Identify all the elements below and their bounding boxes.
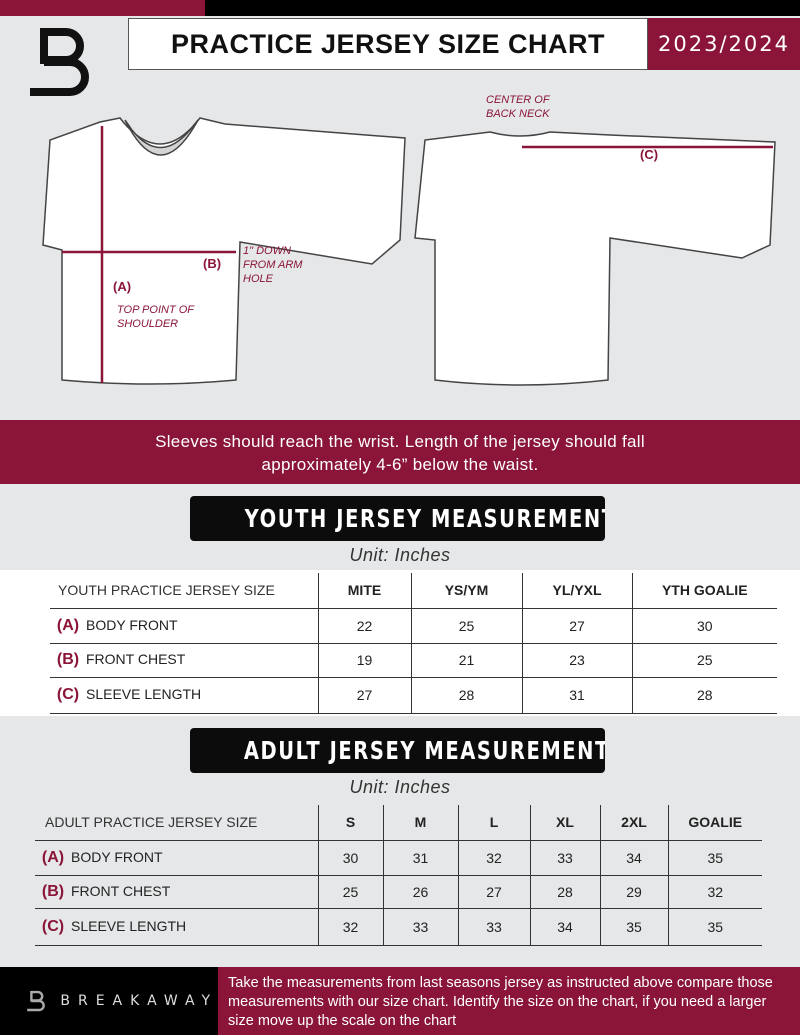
cell: 32 [317,908,383,946]
page-title: PRACTICE JERSEY SIZE CHART [170,28,606,59]
youth-header: YL/YXL [521,573,632,609]
table-row: (C) SLEEVE LENGTH 32 33 33 34 35 35 [35,908,762,946]
youth-header-size: YOUTH PRACTICE JERSEY SIZE [50,573,318,609]
row-letter: (B) [41,882,65,900]
cell: 31 [521,677,632,714]
cell: 34 [599,840,668,876]
youth-section-title: YOUTH JERSEY MEASUREMENTS [190,496,605,541]
label-a-note: TOP POINT OF SHOULDER [117,304,194,330]
table-row: (A) BODY FRONT 22 25 27 30 [50,608,777,644]
logo [26,28,94,96]
cell: 32 [667,875,762,909]
cell: 26 [382,875,458,909]
cell: 25 [410,608,522,644]
adult-header: 2XL [599,805,668,841]
youth-header: MITE [317,573,411,609]
adult-header: GOALIE [667,805,762,841]
table-row: (A) BODY FRONT 30 31 32 33 34 35 [35,840,762,876]
table-row: (B) FRONT CHEST 25 26 27 28 29 32 [35,875,762,909]
cell: 27 [457,875,530,909]
cell: 32 [457,840,530,876]
row-letter: (C) [56,686,80,703]
cell: 28 [529,875,600,909]
adult-section-title: ADULT JERSEY MEASUREMENTS [190,728,605,773]
cell: 29 [599,875,668,909]
cell: 28 [410,677,522,714]
youth-unit: Unit: Inches [349,545,451,565]
cell: 27 [521,608,632,644]
adult-header-size: ADULT PRACTICE JERSEY SIZE [35,805,318,841]
row-letter: (B) [56,651,80,668]
cell: 35 [667,908,762,946]
row-name: BODY FRONT [86,616,178,633]
cell: 25 [631,643,777,678]
label-a: (A) [113,279,132,294]
cell: 22 [317,608,411,644]
row-name: SLEEVE LENGTH [71,917,187,934]
banner-line-1: Sleeves should reach the wrist. Length o… [155,432,645,451]
cell: 19 [317,643,411,678]
adult-header: XL [529,805,600,841]
table-row: (C) SLEEVE LENGTH 27 28 31 28 [50,677,777,714]
cell: 21 [410,643,522,678]
row-letter: (A) [41,848,65,866]
cell: 35 [667,840,762,876]
adult-header: L [457,805,530,841]
banner-line-2: approximately 4-6” below the waist. [261,455,539,474]
cell: 30 [631,608,777,644]
cell: 25 [317,875,383,909]
youth-header: YTH GOALIE [631,573,777,609]
cell: 31 [382,840,458,876]
footer-instructions: Take the measurements from last seasons … [218,967,800,1035]
row-name: FRONT CHEST [71,882,171,899]
youth-header: YS/YM [410,573,522,609]
brand-name: BREAKAWAY [60,993,218,1009]
adult-section-title-text: ADULT JERSEY MEASUREMENTS [243,736,605,765]
adult-header-row: ADULT PRACTICE JERSEY SIZE S M L XL 2XL … [35,805,762,841]
label-c-note: CENTER OF BACK NECK [486,94,550,120]
top-bar-accent [0,0,205,16]
row-name: FRONT CHEST [86,651,186,667]
cell: 30 [317,840,383,876]
label-b: (B) [203,256,222,271]
row-name: SLEEVE LENGTH [86,686,202,702]
top-bar [205,0,800,16]
jersey-diagram [42,117,776,386]
cell: 35 [599,908,668,946]
season-badge: 2023/2024 [648,18,800,70]
cell: 28 [631,677,777,714]
adult-header: M [382,805,458,841]
cell: 27 [317,677,411,714]
footer-brand: BREAKAWAY [0,967,218,1035]
adult-unit: Unit: Inches [349,777,451,797]
row-letter: (C) [41,917,65,935]
cell: 34 [529,908,600,946]
cell: 33 [382,908,458,946]
cell: 33 [529,840,600,876]
title-box: PRACTICE JERSEY SIZE CHART [128,18,648,70]
label-b-note: 1" DOWN FROM ARM HOLE [243,245,303,285]
youth-section-title-text: YOUTH JERSEY MEASUREMENTS [244,504,605,533]
row-name: BODY FRONT [71,848,163,865]
label-c: (C) [640,147,659,162]
footer-logo [27,990,45,1012]
cell: 23 [521,643,632,678]
youth-header-row: YOUTH PRACTICE JERSEY SIZE MITE YS/YM YL… [50,573,777,609]
adult-header: S [317,805,383,841]
instruction-banner: Sleeves should reach the wrist. Length o… [0,420,800,484]
row-letter: (A) [56,616,80,634]
adult-table: ADULT PRACTICE JERSEY SIZE S M L XL 2XL … [35,805,762,946]
cell: 33 [457,908,530,946]
youth-table: YOUTH PRACTICE JERSEY SIZE MITE YS/YM YL… [50,573,777,714]
table-row: (B) FRONT CHEST 19 21 23 25 [50,643,777,678]
